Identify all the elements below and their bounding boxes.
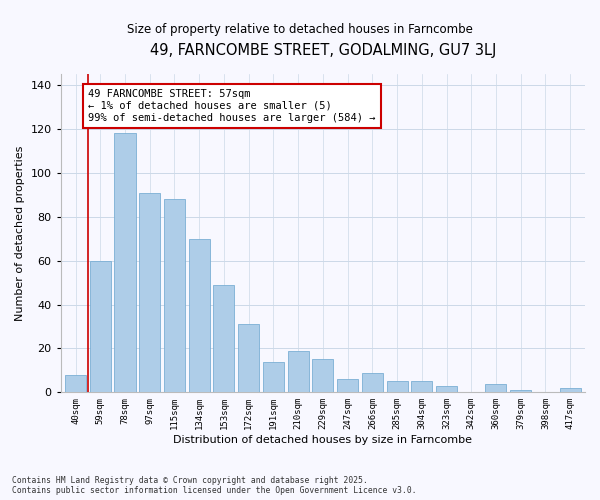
Bar — [411, 382, 432, 392]
Bar — [362, 372, 383, 392]
Bar — [436, 386, 457, 392]
Text: Size of property relative to detached houses in Farncombe: Size of property relative to detached ho… — [127, 22, 473, 36]
Text: 49 FARNCOMBE STREET: 57sqm
← 1% of detached houses are smaller (5)
99% of semi-d: 49 FARNCOMBE STREET: 57sqm ← 1% of detac… — [88, 90, 376, 122]
Bar — [313, 360, 334, 392]
Text: Contains HM Land Registry data © Crown copyright and database right 2025.
Contai: Contains HM Land Registry data © Crown c… — [12, 476, 416, 495]
Bar — [65, 375, 86, 392]
Y-axis label: Number of detached properties: Number of detached properties — [15, 146, 25, 321]
X-axis label: Distribution of detached houses by size in Farncombe: Distribution of detached houses by size … — [173, 435, 472, 445]
Bar — [139, 192, 160, 392]
Bar — [337, 379, 358, 392]
Bar — [164, 199, 185, 392]
Title: 49, FARNCOMBE STREET, GODALMING, GU7 3LJ: 49, FARNCOMBE STREET, GODALMING, GU7 3LJ — [149, 42, 496, 58]
Bar — [485, 384, 506, 392]
Bar — [188, 238, 210, 392]
Bar — [115, 133, 136, 392]
Bar — [386, 382, 407, 392]
Bar — [238, 324, 259, 392]
Bar — [287, 350, 308, 393]
Bar — [214, 284, 235, 393]
Bar — [90, 260, 111, 392]
Bar — [510, 390, 531, 392]
Bar — [263, 362, 284, 392]
Bar — [560, 388, 581, 392]
